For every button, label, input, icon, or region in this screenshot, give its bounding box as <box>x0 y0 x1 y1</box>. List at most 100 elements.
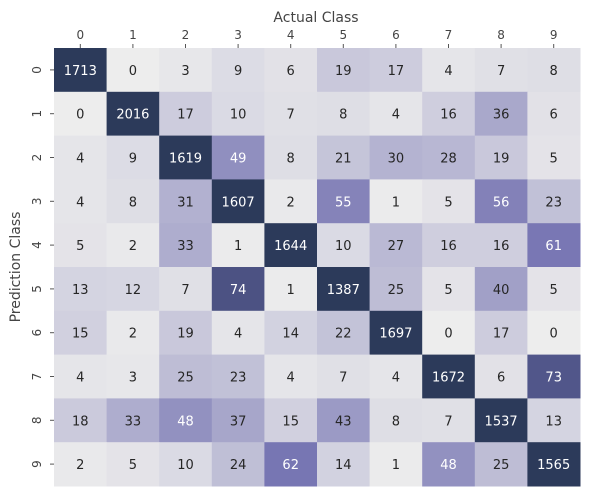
x-tick-label: 8 <box>497 28 505 42</box>
heatmap-cell <box>106 310 160 356</box>
heatmap-cell <box>474 91 528 137</box>
heatmap-cell <box>106 354 160 399</box>
heatmap-cell-value: 55 <box>335 195 352 210</box>
heatmap-cell-value: 5 <box>129 458 137 473</box>
y-tick-label: 6 <box>30 329 44 337</box>
heatmap-cell <box>422 267 476 312</box>
heatmap-cell-value: 6 <box>550 108 558 123</box>
heatmap-cell-value: 30 <box>388 152 405 167</box>
heatmap-cell-value: 9 <box>234 64 242 79</box>
heatmap-cell <box>527 91 581 137</box>
heatmap-cell-value: 43 <box>335 414 352 429</box>
heatmap-cell-value: 48 <box>440 458 457 473</box>
heatmap-cell <box>317 267 371 312</box>
heatmap-cell-value: 5 <box>444 195 452 210</box>
heatmap-cell-value: 0 <box>129 64 137 79</box>
heatmap-cell-value: 74 <box>230 283 247 298</box>
heatmap-cell-value: 12 <box>125 283 142 298</box>
heatmap-cell <box>106 223 160 268</box>
heatmap-cell-value: 1 <box>234 239 242 254</box>
heatmap-cell <box>474 135 528 180</box>
heatmap-cell <box>211 91 265 137</box>
heatmap-cell-value: 8 <box>392 414 400 429</box>
heatmap-cell <box>211 179 265 224</box>
heatmap-cell-value: 10 <box>230 108 247 123</box>
heatmap-cell-value: 18 <box>72 414 89 429</box>
x-axis-ticks: 0 1 2 3 4 5 6 7 8 9 <box>76 28 558 48</box>
heatmap-cell-value: 7 <box>497 64 505 79</box>
y-axis-ticks: 0 1 2 3 4 5 6 7 8 9 <box>30 66 54 468</box>
heatmap-cell <box>264 267 318 312</box>
heatmap-cell-value: 5 <box>444 283 452 298</box>
heatmap-cell <box>317 398 371 443</box>
heatmap-cell-value: 25 <box>177 371 194 386</box>
heatmap-cell <box>264 354 318 399</box>
x-tick-label: 7 <box>445 28 453 42</box>
heatmap-cell <box>159 354 213 399</box>
heatmap-cell-value: 24 <box>230 458 247 473</box>
heatmap-cell <box>527 223 581 268</box>
heatmap-cell <box>211 48 265 93</box>
heatmap-cell <box>527 267 581 312</box>
heatmap-cell <box>264 310 318 356</box>
heatmap-cell <box>264 179 318 224</box>
heatmap-cell-value: 13 <box>72 283 89 298</box>
heatmap-cell-value: 1672 <box>432 371 465 386</box>
heatmap-cell-value: 16 <box>440 239 457 254</box>
heatmap-cell-value: 16 <box>493 239 510 254</box>
heatmap-cell-value: 33 <box>177 239 194 254</box>
heatmap-cell <box>527 354 581 399</box>
heatmap-cell-value: 10 <box>335 239 352 254</box>
heatmap-cell <box>54 310 108 356</box>
heatmap-cells <box>54 48 581 487</box>
heatmap-cell-value: 2 <box>76 458 84 473</box>
heatmap-cell-value: 4 <box>392 108 400 123</box>
heatmap-cell <box>106 179 160 224</box>
heatmap-cell-value: 31 <box>177 195 194 210</box>
heatmap-cell-value: 21 <box>335 152 352 167</box>
heatmap-cell-value: 15 <box>282 414 299 429</box>
y-tick-label: 2 <box>30 154 44 162</box>
heatmap-cell <box>527 48 581 93</box>
y-tick-label: 3 <box>30 197 44 205</box>
heatmap-cell-value: 7 <box>339 371 347 386</box>
heatmap-cell-value: 8 <box>129 195 137 210</box>
y-tick-label: 4 <box>30 241 44 249</box>
heatmap-cell <box>159 179 213 224</box>
heatmap-cell-value: 4 <box>392 371 400 386</box>
heatmap-cell-value: 1 <box>392 195 400 210</box>
heatmap-cell-value: 5 <box>550 283 558 298</box>
heatmap-cell <box>474 354 528 399</box>
heatmap-cell <box>264 398 318 443</box>
heatmap-cell <box>369 310 423 356</box>
y-tick-label: 8 <box>30 416 44 424</box>
heatmap-cell-value: 5 <box>76 239 84 254</box>
heatmap-cell <box>527 310 581 356</box>
heatmap-cell-value: 7 <box>287 108 295 123</box>
heatmap-cell <box>211 442 265 487</box>
heatmap-cell-value: 7 <box>444 414 452 429</box>
y-tick-label: 5 <box>30 285 44 293</box>
x-axis-title: Actual Class <box>273 10 358 26</box>
heatmap-cell <box>211 398 265 443</box>
y-tick-label: 1 <box>30 110 44 118</box>
heatmap-cell <box>474 48 528 93</box>
heatmap-cell <box>317 223 371 268</box>
heatmap-cell <box>369 135 423 180</box>
heatmap-cell-value: 27 <box>388 239 405 254</box>
heatmap-cell-value: 8 <box>339 108 347 123</box>
heatmap-cell <box>317 310 371 356</box>
heatmap-cell-value: 23 <box>545 195 562 210</box>
heatmap-cell <box>159 398 213 443</box>
x-tick-label: 9 <box>550 28 558 42</box>
heatmap-cell-value: 0 <box>550 327 558 342</box>
heatmap-cell <box>474 179 528 224</box>
heatmap-cell-value: 13 <box>545 414 562 429</box>
heatmap-cell-value: 2016 <box>116 108 149 123</box>
heatmap-cell <box>264 223 318 268</box>
heatmap-cell <box>54 91 108 137</box>
x-tick-label: 3 <box>234 28 242 42</box>
heatmap-cell-value: 62 <box>282 458 299 473</box>
y-axis-title: Prediction Class <box>8 212 24 323</box>
heatmap-cell-value: 14 <box>335 458 352 473</box>
